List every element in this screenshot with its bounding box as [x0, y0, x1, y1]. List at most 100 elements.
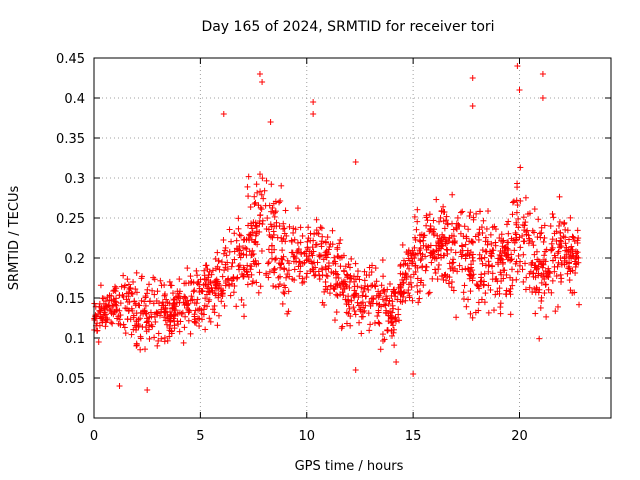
data-point — [574, 227, 581, 234]
data-point — [226, 226, 233, 233]
data-point — [343, 283, 350, 290]
data-point — [511, 247, 518, 254]
data-point — [407, 274, 414, 281]
data-point — [571, 289, 578, 296]
data-point — [458, 253, 465, 260]
data-point — [112, 283, 119, 290]
data-point — [214, 263, 221, 270]
data-point — [222, 244, 229, 251]
data-point — [517, 164, 524, 171]
data-point — [371, 320, 378, 327]
data-point — [338, 325, 345, 332]
y-tick-label: 0.45 — [56, 52, 85, 67]
data-point — [515, 215, 522, 222]
data-point — [154, 288, 161, 295]
data-point — [469, 75, 476, 81]
data-point — [214, 249, 221, 256]
data-point — [557, 242, 564, 249]
data-point — [472, 309, 479, 316]
data-point — [479, 260, 486, 267]
data-point — [168, 312, 175, 319]
data-point — [409, 297, 416, 304]
data-point — [517, 244, 524, 251]
data-point — [101, 307, 108, 314]
data-point — [354, 299, 361, 306]
data-point — [438, 272, 445, 279]
data-point — [553, 272, 560, 279]
data-point — [185, 306, 192, 313]
data-point — [435, 261, 442, 268]
data-point — [557, 229, 564, 236]
data-point — [549, 257, 556, 264]
data-point — [539, 71, 546, 77]
data-point — [483, 225, 490, 232]
data-point — [240, 273, 247, 280]
data-point — [355, 302, 362, 309]
data-point — [414, 218, 421, 225]
data-point — [280, 289, 287, 296]
data-point — [479, 247, 486, 254]
data-point — [541, 222, 548, 229]
data-point — [249, 225, 256, 232]
data-point — [107, 306, 114, 313]
data-point — [343, 309, 350, 316]
data-point — [503, 253, 510, 260]
data-point — [297, 268, 304, 275]
data-point — [346, 264, 353, 271]
data-point — [133, 340, 140, 347]
data-point — [505, 230, 512, 237]
data-point — [163, 321, 170, 328]
data-point — [146, 281, 153, 288]
data-point — [503, 271, 510, 278]
data-point — [533, 266, 540, 273]
data-point — [147, 309, 154, 316]
data-point — [299, 232, 306, 239]
y-tick-label: 0.05 — [56, 372, 85, 387]
data-point — [548, 240, 555, 247]
data-point — [515, 224, 522, 231]
data-point — [354, 268, 361, 275]
data-point — [409, 258, 416, 265]
data-point — [219, 293, 226, 300]
data-point — [428, 250, 435, 257]
data-point — [155, 337, 162, 344]
data-point — [459, 208, 466, 215]
data-point — [406, 281, 413, 288]
data-point — [228, 238, 235, 245]
data-point — [115, 320, 122, 327]
data-point — [571, 238, 578, 245]
data-point — [469, 314, 476, 321]
data-point — [116, 307, 123, 314]
data-point — [269, 255, 276, 262]
data-point — [448, 278, 455, 285]
data-point — [473, 210, 480, 217]
y-tick-label: 0.3 — [64, 172, 85, 187]
data-point — [434, 232, 441, 239]
data-point — [265, 259, 272, 266]
data-point — [535, 258, 542, 265]
data-point — [468, 238, 475, 245]
data-point — [438, 243, 445, 250]
data-point — [324, 234, 331, 241]
data-point — [257, 211, 264, 218]
data-point — [339, 280, 346, 287]
data-point — [358, 284, 365, 291]
data-point — [276, 199, 283, 206]
data-point — [403, 249, 410, 256]
data-point — [313, 227, 320, 234]
data-point — [444, 220, 451, 227]
data-point — [462, 241, 469, 248]
data-point — [201, 272, 208, 279]
data-point — [513, 219, 520, 226]
data-point — [161, 292, 168, 299]
data-point — [352, 159, 359, 165]
data-point — [342, 296, 349, 303]
data-point — [318, 225, 325, 232]
data-point — [326, 290, 333, 297]
data-point — [519, 221, 526, 228]
data-point — [572, 263, 579, 270]
data-point — [462, 252, 469, 259]
data-point — [494, 278, 501, 285]
data-point — [277, 264, 284, 271]
data-point — [481, 254, 488, 261]
